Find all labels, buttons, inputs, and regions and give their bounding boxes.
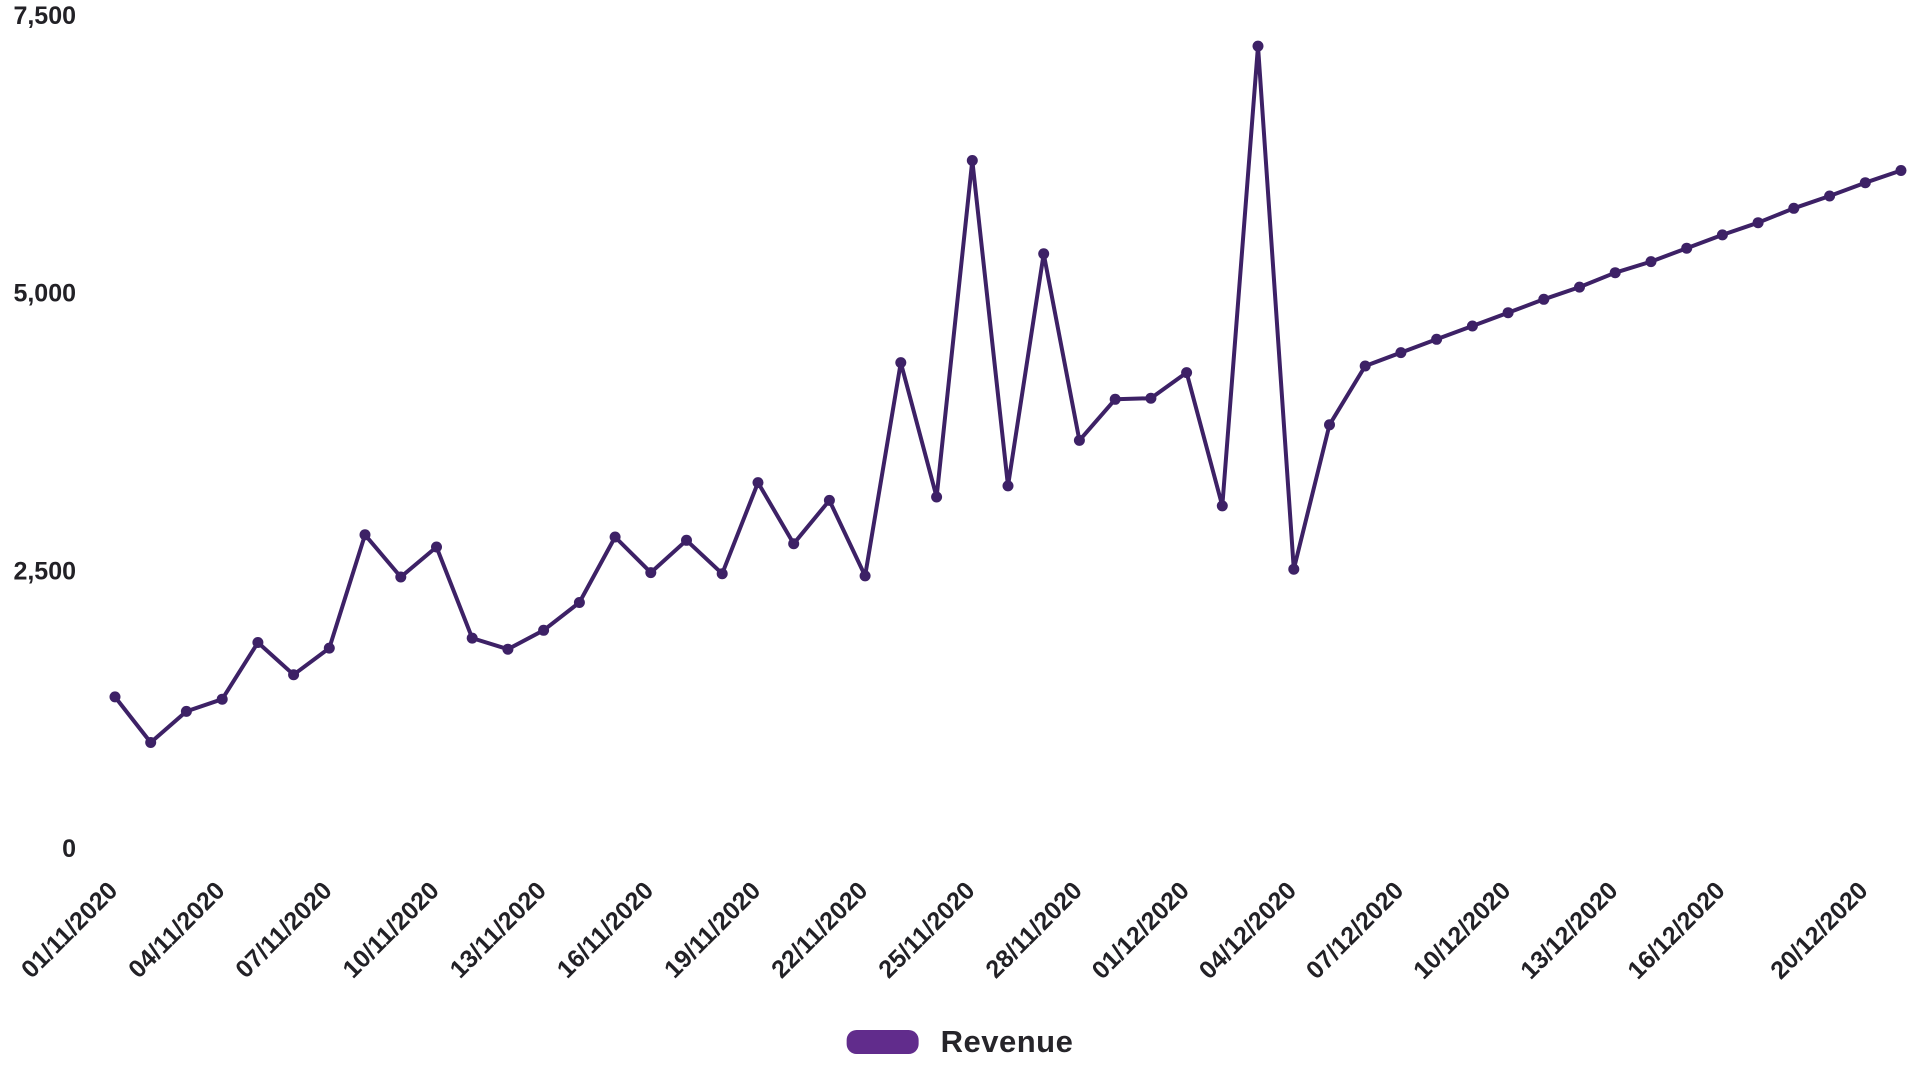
x-axis-tick-label: 13/12/2020 bbox=[1515, 876, 1623, 984]
data-point-marker bbox=[895, 357, 907, 369]
y-axis-tick-label: 7,500 bbox=[13, 2, 76, 30]
data-point-marker bbox=[1288, 563, 1300, 575]
revenue-series-line bbox=[113, 44, 1903, 745]
data-point-marker bbox=[216, 693, 228, 705]
data-point-marker bbox=[466, 632, 478, 644]
data-point-marker bbox=[1788, 202, 1800, 214]
data-point-marker bbox=[859, 570, 871, 582]
data-point-marker bbox=[431, 541, 442, 553]
x-axis-tick-label: 20/12/2020 bbox=[1765, 876, 1873, 984]
data-point-marker bbox=[1859, 177, 1871, 189]
data-point-marker bbox=[538, 624, 550, 636]
x-axis-tick-label: 01/12/2020 bbox=[1087, 876, 1195, 984]
data-point-marker bbox=[1466, 320, 1478, 332]
x-axis-tick-label: 16/12/2020 bbox=[1622, 876, 1730, 984]
x-axis-tick-label: 16/11/2020 bbox=[552, 876, 659, 983]
data-point-marker bbox=[1645, 256, 1657, 268]
data-point-marker bbox=[1752, 217, 1764, 229]
y-axis-tick-label: 5,000 bbox=[13, 280, 76, 308]
data-point-marker bbox=[645, 567, 657, 579]
data-point-marker bbox=[1324, 419, 1335, 431]
data-point-marker bbox=[1109, 393, 1121, 405]
data-point-marker bbox=[931, 491, 943, 503]
data-point-marker bbox=[252, 637, 264, 648]
x-axis-tick-label: 28/11/2020 bbox=[980, 876, 1087, 983]
data-point-marker bbox=[1073, 434, 1085, 446]
x-axis-tick-label: 25/11/2020 bbox=[873, 876, 980, 983]
data-point-marker bbox=[1502, 307, 1514, 319]
data-point-marker bbox=[1359, 360, 1371, 372]
data-point-marker bbox=[323, 642, 335, 654]
data-point-marker bbox=[288, 669, 300, 681]
x-axis-tick-label: 04/11/2020 bbox=[123, 876, 230, 983]
data-point-marker bbox=[359, 529, 371, 541]
data-point-marker bbox=[395, 571, 407, 583]
data-point-marker bbox=[788, 538, 800, 550]
x-axis-tick-label: 01/11/2020 bbox=[16, 876, 123, 983]
data-point-marker bbox=[1216, 500, 1228, 512]
data-point-marker bbox=[1681, 242, 1693, 254]
data-point-marker bbox=[1038, 248, 1050, 260]
data-point-marker bbox=[681, 534, 692, 546]
x-axis-tick-label: 10/11/2020 bbox=[337, 876, 444, 983]
x-axis-tick-label: 10/12/2020 bbox=[1408, 876, 1516, 984]
data-point-marker bbox=[1538, 293, 1550, 305]
x-axis-tick-label: 22/11/2020 bbox=[766, 876, 873, 983]
data-point-marker bbox=[502, 643, 514, 655]
data-point-marker bbox=[180, 705, 192, 717]
legend-swatch bbox=[846, 1030, 919, 1054]
x-axis-tick-label: 07/12/2020 bbox=[1301, 876, 1409, 984]
legend-item-revenue[interactable]: Revenue bbox=[846, 1022, 1074, 1062]
x-axis-tick-label: 13/11/2020 bbox=[445, 876, 552, 983]
data-point-marker bbox=[609, 531, 621, 543]
data-point-marker bbox=[1431, 333, 1443, 345]
legend-label: Revenue bbox=[940, 1024, 1074, 1059]
y-axis-tick-label: 2,500 bbox=[13, 557, 76, 585]
data-point-marker bbox=[145, 737, 157, 748]
data-point-marker bbox=[966, 155, 978, 166]
data-point-marker bbox=[1002, 480, 1014, 492]
data-point-marker bbox=[573, 597, 585, 608]
data-point-marker bbox=[1145, 392, 1157, 404]
data-point-marker bbox=[823, 494, 835, 506]
data-point-marker bbox=[716, 568, 728, 580]
y-axis-tick-label: 0 bbox=[62, 835, 76, 863]
data-point-marker bbox=[1395, 347, 1407, 359]
data-point-marker bbox=[1252, 40, 1264, 52]
data-point-marker bbox=[1609, 267, 1621, 279]
data-point-marker bbox=[109, 691, 121, 703]
x-axis-tick-label: 19/11/2020 bbox=[659, 876, 766, 983]
data-point-marker bbox=[752, 477, 764, 489]
x-axis-tick-label: 07/11/2020 bbox=[230, 876, 337, 983]
data-point-marker bbox=[1895, 165, 1907, 176]
data-point-marker bbox=[1574, 281, 1585, 293]
x-axis-tick-label: 04/12/2020 bbox=[1194, 876, 1302, 984]
data-point-marker bbox=[1181, 367, 1193, 379]
data-point-marker bbox=[1824, 190, 1836, 202]
data-point-marker bbox=[1716, 229, 1728, 241]
